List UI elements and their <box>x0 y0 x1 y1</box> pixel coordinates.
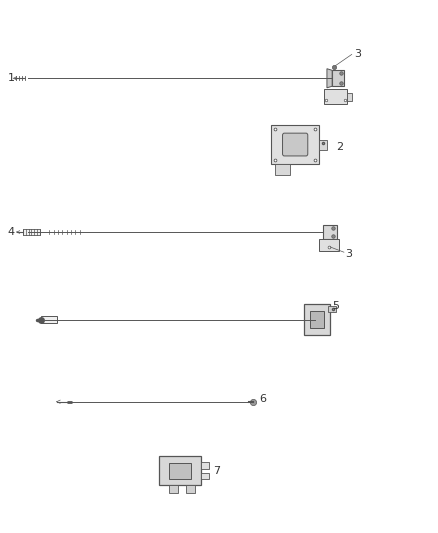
Bar <box>201 473 209 479</box>
Text: 3: 3 <box>345 249 352 260</box>
Bar <box>23 229 40 235</box>
Bar <box>169 463 191 479</box>
Text: 6: 6 <box>259 393 266 403</box>
Bar <box>323 224 336 239</box>
Bar <box>201 462 209 469</box>
Bar <box>310 311 324 328</box>
Bar <box>186 485 195 493</box>
Bar <box>332 70 344 86</box>
Bar <box>159 456 201 485</box>
Bar <box>347 93 352 101</box>
Bar <box>319 140 327 150</box>
Bar <box>271 125 319 165</box>
Bar <box>41 316 57 323</box>
Polygon shape <box>327 69 332 88</box>
Bar <box>169 485 178 493</box>
FancyBboxPatch shape <box>283 133 308 156</box>
Text: 3: 3 <box>354 50 361 59</box>
Bar <box>275 165 290 175</box>
Text: 5: 5 <box>332 301 339 311</box>
Bar <box>328 306 336 312</box>
Text: 4: 4 <box>7 227 14 237</box>
Text: 1: 1 <box>7 73 14 83</box>
Text: 2: 2 <box>336 142 343 152</box>
Bar <box>304 304 330 335</box>
Text: 7: 7 <box>214 466 221 475</box>
Bar <box>324 89 347 104</box>
Bar <box>319 239 339 251</box>
